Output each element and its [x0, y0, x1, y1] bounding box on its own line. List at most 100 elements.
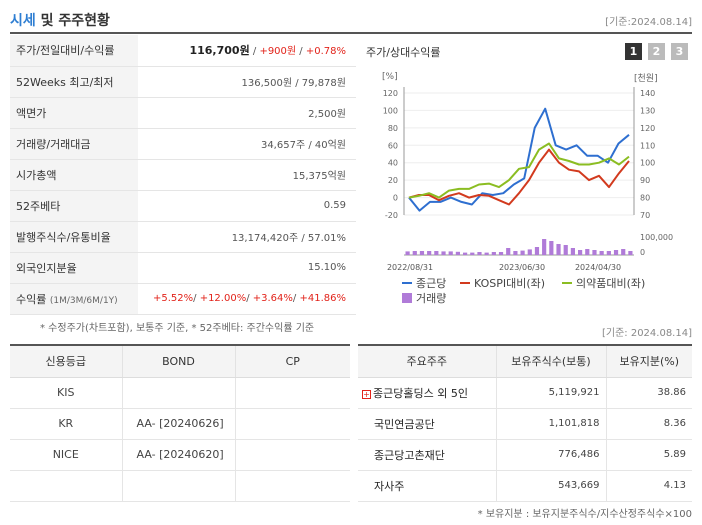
volume-bar — [448, 251, 453, 255]
chart-title: 주가/상대수익률 — [366, 46, 441, 59]
legend-swatch-volume — [402, 293, 412, 303]
price-rate: +0.78% — [305, 46, 346, 58]
holder-name: 자사주 — [358, 470, 496, 502]
base-date: [기준:2024.08.14] — [605, 17, 692, 28]
volume-bar — [463, 252, 468, 255]
volume-bar — [534, 247, 540, 255]
table-row: 종근당고촌재단 776,486 5.89 — [358, 439, 692, 471]
holder-pct: 38.86 — [605, 377, 692, 409]
table-row: 국민연금공단 1,101,818 8.36 — [358, 408, 692, 440]
volume-bar — [549, 241, 554, 255]
return-1m: +5.52% — [152, 293, 194, 304]
volume-bar — [455, 251, 460, 255]
credit-agency: KIS — [10, 377, 122, 409]
volume-bar — [498, 252, 504, 255]
credit-cp — [234, 377, 350, 409]
holder-name-text: 종근당홀딩스 외 5인 — [373, 386, 468, 400]
volume-bar — [506, 248, 511, 255]
volume-bar — [556, 244, 561, 255]
par-value: 2,500원 — [138, 97, 356, 129]
foreign-label: 외국인지분율 — [10, 252, 138, 284]
table-row — [10, 470, 350, 502]
volume-bar — [427, 251, 432, 255]
volume-bar — [513, 251, 518, 255]
holder-pct: 4.13 — [605, 470, 692, 502]
credit-cp — [234, 470, 350, 502]
holder-header-shares: 보유주식수(보통) — [495, 345, 606, 378]
quote-row-mcap: 시가총액 15,375억원 — [10, 159, 356, 191]
beta-value: 0.59 — [138, 190, 356, 222]
holder-name: + 종근당홀딩스 외 5인 — [358, 377, 496, 409]
holder-shares: 543,669 — [495, 470, 606, 502]
credit-cp — [234, 408, 350, 440]
left-tick-label: -20 — [385, 211, 398, 220]
note-holders: * 보유지분 : 보유지분주식수/지수산정주식수×100 — [477, 509, 692, 520]
chart-tab-1[interactable]: 1 — [625, 43, 642, 60]
credit-header-bond: BOND — [121, 345, 235, 378]
price-value: 116,700원 / +900원 / +0.78% — [138, 35, 356, 67]
section-title-rest: 및 주주현황 — [35, 13, 110, 29]
return-3m: +12.00% — [199, 293, 247, 304]
quote-row-foreign: 외국인지분율 15.10% — [10, 252, 356, 284]
series-line — [408, 142, 630, 199]
credit-header-grade: 신용등급 — [10, 345, 122, 378]
right-tick-label: 140 — [640, 89, 655, 98]
table-row: KR AA- [20240626] — [10, 408, 350, 440]
return-values: +5.52%/ +12.00%/ +3.64%/ +41.86% — [138, 283, 356, 315]
legend-label: KOSPI대비(좌) — [474, 277, 545, 290]
volume-bar — [412, 251, 417, 255]
quote-row-par: 액면가 2,500원 — [10, 97, 356, 129]
credit-cp — [234, 439, 350, 471]
beta-label: 52주베타 — [10, 190, 138, 222]
credit-bond: AA- [20240626] — [121, 408, 235, 440]
credit-agency: NICE — [10, 439, 122, 471]
vol-axis-tick-zero: 0 — [640, 248, 645, 257]
left-tick-label: 20 — [388, 176, 398, 185]
note-quote: * 수정주가(차트포함), 보통주 기준, * 52주베타: 주간수익률 기준 — [40, 323, 315, 334]
volume-bar — [578, 250, 583, 255]
vol-axis-tick-max: 100,000 — [640, 233, 673, 242]
return-title: 수익률 — [16, 292, 47, 306]
return-period: (1M/3M/6M/1Y) — [49, 295, 118, 306]
credit-bond — [121, 470, 235, 502]
section-title-main: 시세 — [10, 13, 36, 29]
volume-bar — [470, 252, 475, 255]
volume-bar — [563, 245, 568, 255]
left-tick-label: 100 — [383, 106, 398, 115]
volume-bar — [484, 252, 489, 255]
volume-bar — [585, 249, 590, 255]
holder-pct: 5.89 — [605, 439, 692, 471]
volume-bar — [570, 248, 575, 255]
volume-value: 34,657주 / 40억원 — [138, 128, 356, 160]
par-label: 액면가 — [10, 97, 138, 129]
holder-name: 종근당고촌재단 — [358, 439, 496, 471]
holder-shares: 5,119,921 — [495, 377, 606, 409]
mcap-label: 시가총액 — [10, 159, 138, 191]
volume-bar — [527, 249, 532, 255]
holder-header-name: 주요주주 — [358, 345, 496, 378]
credit-agency: KR — [10, 408, 122, 440]
chart-tab-2[interactable]: 2 — [648, 43, 665, 60]
holder-table: 주요주주 보유주식수(보통) 보유지분(%) + 종근당홀딩스 외 5인 5,11… — [358, 344, 692, 502]
volume-bar — [405, 251, 410, 255]
chart-tab-3[interactable]: 3 — [671, 43, 688, 60]
return-label: 수익률 (1M/3M/6M/1Y) — [10, 283, 138, 315]
volume-bar — [599, 251, 604, 255]
base-date-2: [기준: 2024.08.14] — [601, 328, 692, 339]
volume-bar — [477, 252, 482, 255]
return-1y: +41.86% — [299, 293, 346, 304]
table-row: NICE AA- [20240620] — [10, 439, 350, 471]
right-tick-label: 70 — [640, 211, 650, 220]
volume-bar — [491, 252, 496, 255]
left-tick-label: 120 — [383, 89, 398, 98]
expand-icon[interactable]: + — [362, 389, 371, 399]
volume-bar — [592, 250, 597, 255]
chart-panel: 주가/상대수익률 1 2 3 [%] [천원] 120 140 100 130 80 12… — [362, 35, 692, 313]
left-axis-unit: [%] — [382, 72, 398, 82]
chart-svg: [%] [천원] 120 140 100 130 80 120 60 110 40 100 20 90… — [382, 72, 673, 305]
x-tick-label: 2023/06/30 — [499, 263, 545, 272]
holder-name: 국민연금공단 — [358, 408, 496, 440]
volume-bar — [520, 250, 525, 255]
left-tick-label: 60 — [388, 141, 398, 150]
shares-label: 발행주식수/유통비율 — [10, 221, 138, 253]
